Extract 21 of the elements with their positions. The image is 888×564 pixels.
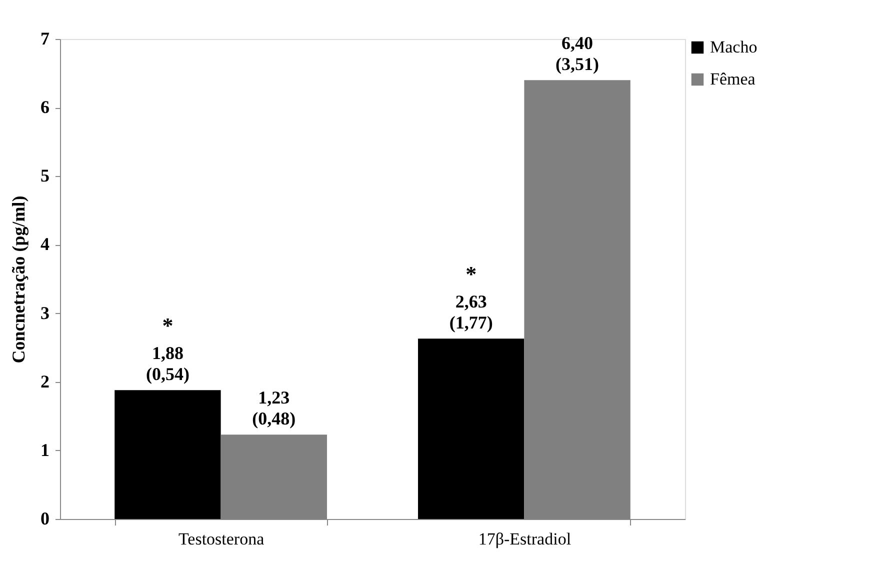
x-tick-label: 17β-Estradiol [478,530,572,548]
y-tick-label: 3 [40,302,50,323]
data-label: 2,63 (1,77) [449,292,493,333]
y-tick-label: 4 [40,234,50,254]
legend-label: Fêmea [710,70,756,88]
y-tick-label: 5 [40,166,50,186]
y-tick-label: 0 [40,508,50,528]
data-label: 6,40 (3,51) [556,33,600,74]
data-label: 1,23 (0,48) [252,388,296,429]
legend-label: Macho [710,38,758,56]
y-tick-label: 6 [40,97,50,118]
y-axis-title: Concnetração (pg/ml) [8,196,28,364]
y-tick-label: 7 [40,28,50,48]
y-tick-label: 1 [40,440,50,460]
bar [418,338,524,519]
annotation: * [162,313,174,338]
data-label: 1,88 (0,54) [146,343,190,384]
bar [114,390,221,519]
y-tick-label: 2 [40,371,50,392]
x-tick-label: Testosterona [178,530,265,548]
annotation: * [466,262,477,287]
